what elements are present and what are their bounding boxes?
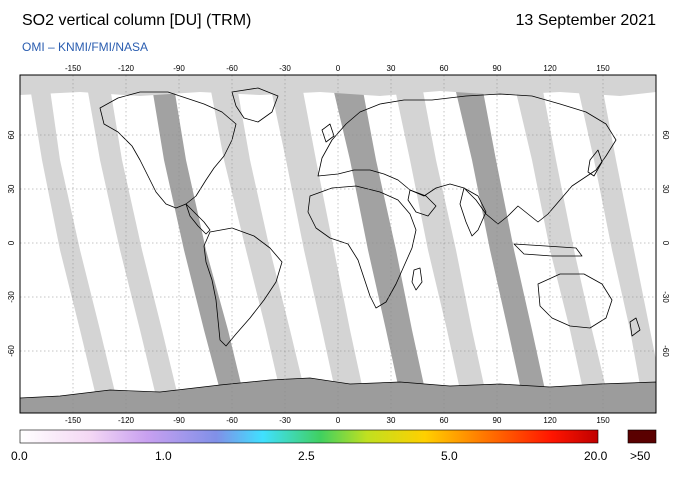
lat-tick-label: 60 [7, 130, 16, 139]
lon-tick-label: -90 [173, 64, 185, 73]
lat-tick-label: 30 [661, 185, 670, 194]
lon-tick-label: -60 [226, 64, 238, 73]
lon-tick-label: -60 [226, 416, 238, 425]
lat-tick-label: -30 [661, 291, 670, 303]
lon-tick-label: -90 [173, 416, 185, 425]
swath [512, 75, 612, 413]
lon-tick-label: 150 [596, 64, 610, 73]
lon-tick-label: -30 [279, 416, 291, 425]
swath [268, 75, 368, 413]
lon-ticks-top: -150 -120 -90 -60 -30 0 30 60 90 120 150 [65, 64, 610, 73]
colorbar-overflow-label: >50 [630, 449, 651, 463]
south-america [203, 227, 283, 347]
lat-tick-label: 30 [7, 184, 16, 193]
lon-tick-label: 30 [387, 64, 396, 73]
colorbar [19, 429, 599, 444]
chart-title: SO2 vertical column [DU] (TRM) [22, 12, 252, 29]
colorbar-overflow-swatch [627, 429, 657, 444]
japan [587, 149, 603, 177]
lat-tick-label: 0 [7, 240, 16, 245]
map-frame [19, 74, 657, 414]
swath [208, 75, 310, 413]
indonesia [513, 243, 583, 257]
lon-tick-label: 150 [596, 416, 610, 425]
lat-tick-label: -30 [7, 291, 16, 303]
new-zealand [629, 317, 641, 337]
swath [85, 75, 182, 413]
arabian-peninsula [407, 189, 437, 217]
lon-tick-label: -30 [279, 64, 291, 73]
british-isles [321, 123, 335, 143]
swath [150, 75, 248, 413]
swath [392, 75, 490, 413]
north-america [99, 91, 237, 209]
lon-tick-label: 30 [387, 416, 396, 425]
graticule [20, 75, 656, 413]
continents [99, 87, 641, 347]
swath [330, 75, 430, 413]
colorbar-label: 0.0 [11, 449, 28, 463]
lon-tick-label: -150 [65, 416, 82, 425]
lon-tick-label: 90 [493, 64, 502, 73]
lon-tick-label: 60 [440, 416, 449, 425]
lon-tick-label: 0 [336, 416, 341, 425]
lat-ticks-left: 60 30 0 -30 -60 [7, 130, 16, 357]
credit-label: OMI – KNMI/FMI/NASA [22, 40, 149, 54]
lon-tick-label: 120 [543, 416, 557, 425]
lon-tick-label: -150 [65, 64, 82, 73]
lon-tick-label: 0 [336, 64, 341, 73]
africa [307, 185, 417, 309]
lon-tick-label: -120 [118, 416, 135, 425]
lat-tick-label: 60 [661, 131, 670, 140]
lat-tick-label: 0 [661, 241, 670, 246]
lon-ticks-bottom: -150 -120 -90 -60 -30 0 30 60 90 120 150 [65, 416, 610, 425]
colorbar-label: 5.0 [441, 449, 458, 463]
lon-tick-label: 120 [543, 64, 557, 73]
lon-tick-label: 60 [440, 64, 449, 73]
swath [28, 75, 120, 413]
swath-layer [28, 75, 656, 413]
colorbar-label: 2.5 [298, 449, 315, 463]
lon-tick-label: -120 [118, 64, 135, 73]
india [459, 187, 487, 237]
australia [537, 273, 613, 329]
central-america [185, 203, 211, 235]
date-label: 13 September 2021 [515, 12, 656, 29]
colorbar-label: 20.0 [584, 449, 608, 463]
lat-tick-label: -60 [661, 345, 670, 357]
lat-tick-label: -60 [7, 345, 16, 357]
swath [452, 75, 550, 413]
lat-ticks-right: 60 30 0 -30 -60 [661, 131, 670, 358]
madagascar [411, 267, 423, 291]
lon-tick-label: 90 [493, 416, 502, 425]
swath [575, 75, 656, 413]
colorbar-label: 1.0 [155, 449, 172, 463]
greenland [231, 87, 279, 123]
